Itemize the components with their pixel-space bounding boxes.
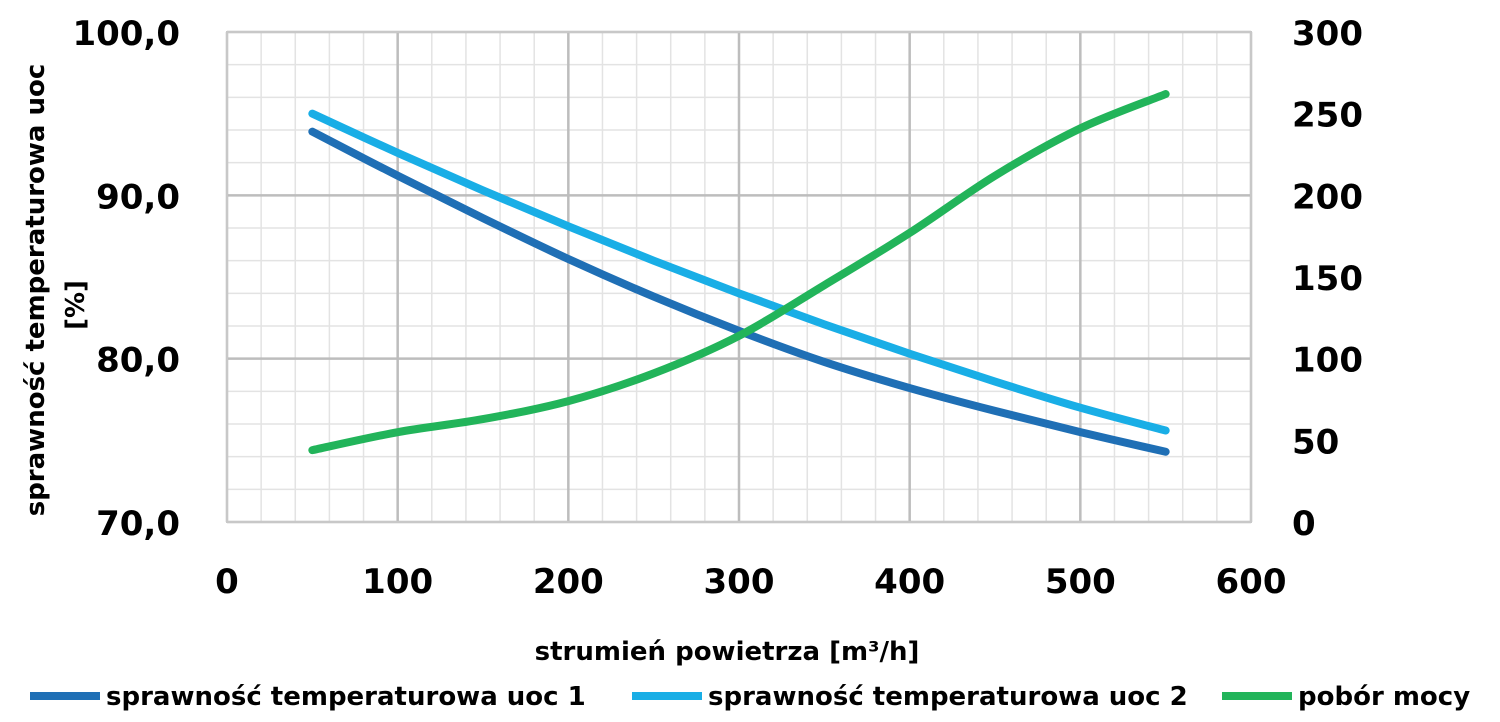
x-axis-title: strumień powietrza [m³/h] (535, 637, 920, 667)
series-line-uoc1 (308, 127, 1170, 456)
plot-area-border (226, 31, 1252, 523)
y-tick-label: 70,0 (96, 504, 180, 544)
y-axis-title-line2: [%] (61, 280, 91, 330)
y2-tick-label: 100 (1292, 341, 1363, 381)
series-line-power (308, 90, 1170, 455)
y2-tick-label: 200 (1292, 177, 1363, 217)
series-line-uoc2 (308, 109, 1170, 435)
x-tick-label: 600 (1216, 562, 1287, 602)
series-layer (308, 90, 1170, 456)
legend: sprawność temperaturowa uoc 1 sprawność … (30, 682, 1470, 712)
tick-labels: 0 100 200 300 400 500 600 70,0 80,0 90,0 100,0 0 50 1… (72, 14, 1363, 602)
legend-item-uoc2: sprawność temperaturowa uoc 2 (632, 682, 1188, 712)
legend-label-uoc1: sprawność temperaturowa uoc 1 (106, 682, 586, 712)
y-tick-label: 80,0 (96, 341, 180, 381)
legend-item-power: pobór mocy (1222, 682, 1470, 712)
legend-label-power: pobór mocy (1298, 682, 1470, 712)
legend-item-uoc1: sprawność temperaturowa uoc 1 (30, 682, 586, 712)
x-tick-label: 300 (704, 562, 775, 602)
y-tick-label: 100,0 (72, 14, 180, 54)
major-gridlines (225, 30, 1253, 524)
y2-tick-label: 0 (1292, 504, 1316, 544)
y-axis-title-line1: sprawność temperaturowa uoc (21, 64, 51, 517)
x-tick-label: 200 (533, 562, 604, 602)
y2-tick-label: 150 (1292, 259, 1363, 299)
x-tick-label: 100 (362, 562, 433, 602)
x-tick-label: 0 (215, 562, 239, 602)
legend-label-uoc2: sprawność temperaturowa uoc 2 (708, 682, 1188, 712)
x-tick-label: 400 (874, 562, 945, 602)
y2-tick-label: 300 (1292, 14, 1363, 54)
y-tick-label: 90,0 (96, 177, 180, 217)
y2-tick-label: 250 (1292, 96, 1363, 136)
x-tick-label: 500 (1045, 562, 1116, 602)
y2-tick-label: 50 (1292, 422, 1339, 462)
